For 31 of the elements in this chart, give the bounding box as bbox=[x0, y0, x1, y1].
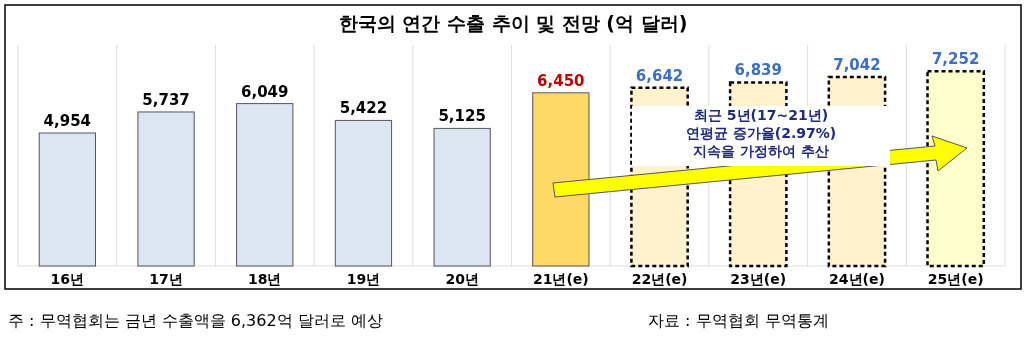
x-tick-label: 17년 bbox=[149, 271, 183, 287]
chart-title: 한국의 연간 수출 추이 및 전망 (억 달러) bbox=[338, 12, 688, 34]
data-label: 5,125 bbox=[438, 107, 486, 126]
data-label: 6,839 bbox=[734, 61, 782, 80]
bar bbox=[532, 92, 590, 267]
x-tick-label: 19년 bbox=[346, 271, 381, 287]
bar bbox=[38, 132, 96, 267]
x-tick-label: 24년(e) bbox=[829, 271, 885, 287]
text: 자료 : 무역협회 무역통계 bbox=[648, 311, 829, 330]
x-tick-label: 20년 bbox=[445, 271, 479, 287]
bar bbox=[433, 127, 491, 267]
data-label: 7,042 bbox=[833, 55, 881, 74]
bar bbox=[137, 111, 195, 267]
x-tick-label: 22년(e) bbox=[631, 271, 688, 287]
bar bbox=[334, 119, 393, 267]
bar bbox=[926, 70, 986, 268]
annotation: 최근 5년(17~21년) 연평균 증가율(2.97%) 지속을 가정하여 추산 bbox=[685, 107, 837, 159]
bar bbox=[236, 103, 294, 267]
x-tick-label: 16년 bbox=[50, 271, 85, 287]
text: 주 : 무역협회는 금년 수출액을 6,362억 달러로 예상 bbox=[8, 311, 383, 330]
x-tick-label: 25년(e) bbox=[927, 271, 984, 287]
data-label: 6,450 bbox=[537, 71, 585, 90]
data-label: 5,422 bbox=[339, 99, 388, 118]
data-label: 7,252 bbox=[931, 50, 980, 69]
data-label: 6,049 bbox=[241, 82, 289, 101]
data-label: 6,642 bbox=[635, 66, 684, 85]
x-tick-label: 18년 bbox=[248, 271, 282, 287]
data-label: 5,737 bbox=[142, 90, 190, 109]
x-tick-label: 23년(e) bbox=[730, 271, 787, 287]
x-tick-label: 21년(e) bbox=[532, 271, 589, 287]
data-label: 4,954 bbox=[43, 111, 92, 130]
